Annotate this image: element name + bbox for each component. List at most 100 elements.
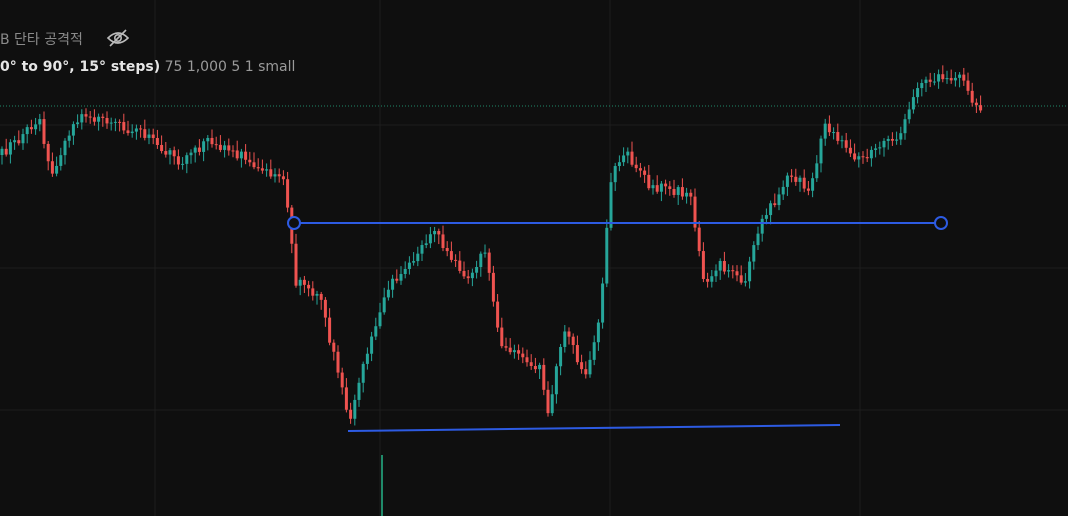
- candle-body: [281, 176, 285, 180]
- candle-body: [659, 183, 663, 192]
- candle-body: [168, 150, 172, 155]
- candle-body: [672, 189, 676, 195]
- candle-body: [924, 79, 928, 84]
- candle-body: [189, 152, 193, 156]
- candle-body: [76, 122, 80, 125]
- candle-body: [844, 140, 848, 148]
- candle-body: [336, 351, 340, 373]
- candle-body: [634, 164, 638, 169]
- candle-body: [256, 167, 260, 169]
- candle-body: [378, 312, 382, 327]
- trend-handle[interactable]: [934, 216, 948, 230]
- candle-body: [874, 148, 878, 150]
- candle-body: [391, 278, 395, 290]
- candle-body: [0, 148, 4, 155]
- candle-body: [563, 331, 567, 347]
- candle-body: [479, 253, 483, 268]
- candle-body: [722, 260, 726, 272]
- candle-body: [412, 261, 416, 263]
- candle-body: [302, 279, 306, 285]
- candle-body: [945, 78, 949, 80]
- candle-body: [504, 346, 508, 348]
- candle-body: [773, 203, 777, 206]
- candle-body: [252, 162, 256, 168]
- candle-body: [382, 297, 386, 313]
- candle-body: [483, 252, 487, 254]
- candle-body: [731, 270, 735, 272]
- candle-body: [580, 362, 584, 370]
- candle-body: [130, 131, 134, 134]
- candle-body: [88, 116, 92, 118]
- candle-body: [407, 262, 411, 269]
- candle-body: [689, 192, 693, 197]
- candle-body: [752, 245, 756, 262]
- candle-body: [647, 174, 651, 189]
- candle-body: [487, 252, 491, 273]
- candle-body: [420, 245, 424, 254]
- candle-body: [374, 326, 378, 337]
- hide-icon[interactable]: [106, 28, 130, 48]
- candle-body: [458, 260, 462, 271]
- candle-body: [811, 178, 815, 191]
- candle-body: [319, 293, 323, 300]
- candle-body: [25, 127, 29, 135]
- candle-body: [244, 151, 248, 160]
- candle-body: [139, 128, 143, 130]
- candle-body: [491, 272, 495, 302]
- candle-body: [538, 364, 542, 370]
- candle-body: [315, 293, 319, 296]
- candle-body: [685, 192, 689, 197]
- candle-body: [118, 121, 122, 123]
- candle-body: [67, 135, 71, 141]
- candle-body: [298, 279, 302, 286]
- candle-body: [84, 114, 88, 117]
- candle-body: [181, 163, 185, 165]
- candle-body: [273, 174, 277, 177]
- candle-body: [126, 130, 130, 134]
- settings-bold: 0° to 90°, 15° steps): [0, 59, 161, 75]
- candle-body: [806, 188, 810, 191]
- candle-body: [819, 138, 823, 164]
- candle-body: [680, 187, 684, 197]
- candle-body: [134, 128, 138, 132]
- candle-body: [63, 140, 67, 156]
- candle-body: [798, 177, 802, 182]
- candle-body: [332, 342, 336, 352]
- candle-body: [937, 74, 941, 82]
- candle-body: [911, 97, 915, 110]
- candle-body: [307, 284, 311, 289]
- candle-body: [433, 231, 437, 235]
- candle-body: [748, 261, 752, 282]
- settings-values: 75 1,000 5 1 small: [164, 59, 296, 75]
- candle-body: [202, 141, 206, 152]
- candle-body: [71, 124, 75, 136]
- candle-body: [601, 283, 605, 323]
- candle-body: [739, 275, 743, 283]
- candle-body: [706, 278, 710, 282]
- candle-body: [227, 145, 231, 151]
- candle-body: [17, 140, 21, 144]
- candle-body: [38, 119, 42, 125]
- candle-body: [13, 140, 17, 143]
- candle-body: [643, 170, 647, 175]
- candle-body: [836, 132, 840, 141]
- candle-body: [853, 153, 857, 160]
- candle-body: [164, 151, 168, 155]
- candle-body: [109, 122, 113, 124]
- candle-body: [588, 359, 592, 375]
- candle-body: [344, 387, 348, 410]
- candle-body: [882, 140, 886, 148]
- candle-body: [777, 194, 781, 206]
- candle-body: [609, 182, 613, 228]
- candle-body: [756, 233, 760, 246]
- candle-body: [113, 121, 117, 123]
- candle-body: [559, 346, 563, 367]
- candle-body: [962, 74, 966, 81]
- candle-body: [769, 203, 773, 216]
- candle-body: [424, 243, 428, 246]
- candle-body: [29, 127, 33, 130]
- candle-body: [441, 234, 445, 249]
- candle-body: [231, 150, 235, 152]
- trend-handle[interactable]: [287, 216, 301, 230]
